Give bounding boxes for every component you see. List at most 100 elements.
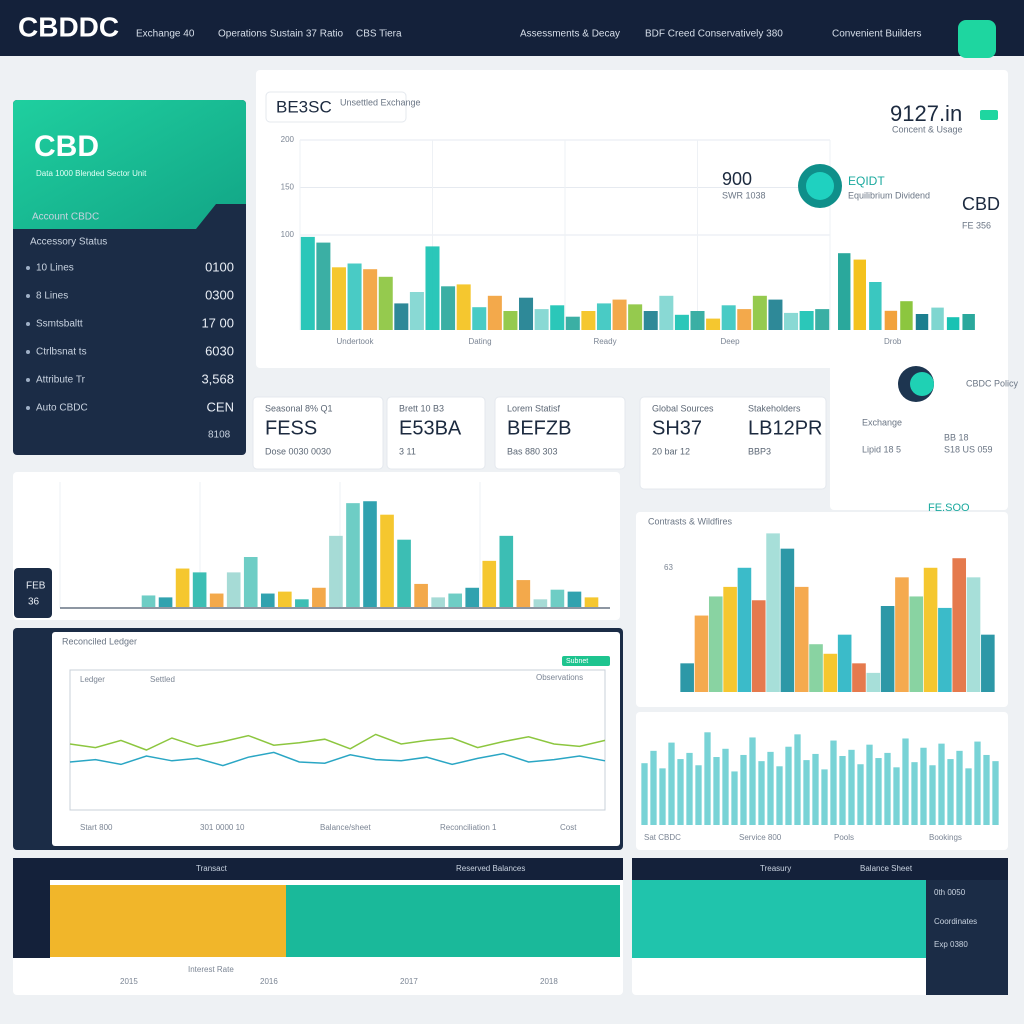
- row-value: 0100: [205, 259, 234, 274]
- bar: [192, 572, 207, 607]
- bar: [363, 501, 377, 607]
- bar: [809, 644, 823, 692]
- row-label: Ssmtsbaltt: [36, 319, 83, 330]
- nav-item[interactable]: BDF Creed Conservatively 380: [645, 29, 783, 40]
- bar: [695, 765, 702, 825]
- bar: [378, 276, 393, 330]
- corner-label: Drob: [884, 337, 902, 346]
- bottom-right-title: Treasury: [760, 864, 791, 873]
- right-chart-title: Contrasts & Wildfires: [648, 516, 733, 526]
- right-card-title: CBDC Policy: [966, 378, 1019, 388]
- row-label: Auto CBDC: [36, 403, 88, 414]
- y-tick-label: 100: [281, 230, 295, 239]
- line-title: Reconciled Ledger: [62, 636, 137, 646]
- badge-title: EQIDT: [848, 174, 885, 188]
- bar: [946, 317, 960, 330]
- bar: [981, 634, 995, 692]
- bar: [329, 535, 343, 607]
- row-dot: [26, 322, 30, 326]
- bar: [316, 242, 331, 330]
- footer-label: Reconciliation 1: [440, 823, 497, 832]
- row-dot: [26, 294, 30, 298]
- bottom-right-bar: [632, 858, 1008, 880]
- bar: [875, 758, 882, 825]
- bar: [848, 749, 855, 825]
- bar: [659, 768, 666, 825]
- bar: [414, 583, 428, 607]
- bar: [869, 282, 882, 330]
- bar: [668, 742, 675, 825]
- action-button[interactable]: [958, 20, 996, 58]
- cards: Seasonal 8% Q1 FESS Dose 0030 0030 Brett 10…: [252, 396, 827, 490]
- main-title-box: [265, 91, 407, 123]
- line-chip[interactable]: [562, 656, 610, 666]
- bar: [900, 301, 913, 330]
- row-value: CEN: [207, 399, 234, 414]
- bar: [722, 748, 729, 825]
- bottom-left-label: Interest Rate: [188, 965, 234, 974]
- bar: [487, 295, 502, 330]
- right-card-row: BB 18: [944, 432, 969, 442]
- bottom-right-side: [926, 880, 1008, 995]
- bar: [346, 503, 360, 607]
- bar: [331, 267, 346, 330]
- bar: [776, 766, 783, 825]
- bar: [803, 760, 810, 825]
- bar: [956, 750, 963, 825]
- bar: [394, 303, 409, 330]
- bar: [534, 309, 549, 330]
- bar: [708, 596, 723, 692]
- sidebar-banner: [13, 100, 246, 229]
- side-value: 900: [722, 169, 752, 189]
- card: [386, 396, 486, 470]
- mid-side-tab: [14, 568, 52, 618]
- main-plot: 100 150 200 Undertook Dating Ready Deep: [281, 135, 831, 346]
- bar: [409, 292, 424, 330]
- row-label: Ctrlbsnat ts: [36, 347, 87, 358]
- bar: [465, 587, 480, 607]
- footer-label: Start 800: [80, 823, 113, 832]
- bottom-right-row: 0th 0050: [934, 888, 966, 897]
- bottom-right-row: Exp 0380: [934, 940, 968, 949]
- bar: [278, 591, 292, 607]
- right-plot: [680, 533, 995, 692]
- bar: [965, 768, 972, 825]
- footer-label: Balance/sheet: [320, 823, 371, 832]
- x-tick-label: Ready: [593, 337, 616, 346]
- mid-side-value: 36: [28, 597, 40, 608]
- card-title: Global Sources: [652, 403, 714, 413]
- bar: [397, 539, 411, 607]
- bar: [752, 295, 767, 330]
- line-chip-label[interactable]: Subnet: [566, 658, 588, 665]
- row-dot: [26, 266, 30, 270]
- bar: [158, 597, 173, 607]
- bar: [920, 747, 927, 825]
- bottom-left-subtitle: Reserved Balances: [456, 864, 525, 873]
- bar: [550, 305, 565, 330]
- nav-item[interactable]: CBS Tiera: [356, 29, 402, 40]
- card: [494, 396, 626, 470]
- sidebar-subtitle: Data 1000 Blended Sector Unit: [36, 169, 147, 178]
- nav-item[interactable]: Assessments & Decay: [520, 29, 620, 40]
- nav-item[interactable]: Operations Sustain 37 Ratio: [218, 29, 344, 40]
- bar: [596, 303, 611, 330]
- bar: [962, 314, 975, 330]
- corner-plot: [838, 253, 975, 330]
- bar: [659, 295, 674, 330]
- card-note: Dose 0030 0030: [265, 446, 331, 456]
- row-label: 8 Lines: [36, 291, 68, 302]
- footer-label: Bookings: [929, 833, 962, 842]
- bar: [677, 759, 684, 825]
- bar: [441, 286, 456, 330]
- x-tick-label: Deep: [720, 337, 740, 346]
- nav-item[interactable]: Convenient Builders: [832, 29, 922, 40]
- bar: [347, 263, 362, 330]
- bar: [363, 269, 378, 330]
- kpi-note: Concent & Usage: [892, 124, 963, 134]
- card-note: 20 bar 12: [652, 446, 690, 456]
- bar: [821, 769, 828, 825]
- bar: [952, 558, 967, 692]
- bar: [866, 672, 881, 692]
- nav-item[interactable]: Exchange 40: [136, 29, 195, 40]
